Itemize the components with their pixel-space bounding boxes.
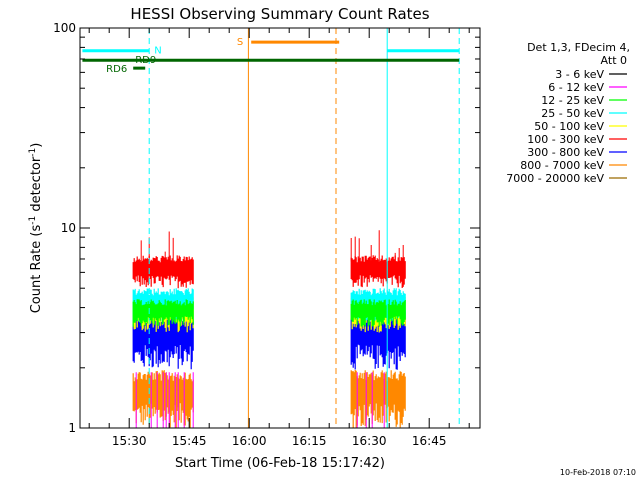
chart-title: HESSI Observing Summary Count Rates <box>130 5 429 23</box>
series-6-12-kev-spikes-0 <box>135 372 194 428</box>
series-100-300-kev-spikes-1 <box>350 230 404 262</box>
series-line <box>132 255 194 289</box>
y-tick-label: 100 <box>53 21 76 35</box>
legend-entry-label: 12 - 25 keV <box>541 94 604 107</box>
legend-entry-label: 800 - 7000 keV <box>520 159 604 172</box>
series-6-12-kev-spikes-1 <box>356 372 385 428</box>
x-tick-label: 15:30 <box>112 434 147 448</box>
flag-label-rd9: RD9 <box>135 55 156 66</box>
series-300-800-kev-interval-0 <box>132 311 194 370</box>
flag-label-rd6: RD6 <box>106 64 127 75</box>
legend-entry-label: 50 - 100 keV <box>534 120 604 133</box>
y-axis-label: Count Rate (s-1 detector-1) <box>28 143 44 314</box>
plot-border <box>79 27 481 429</box>
series-line <box>350 370 406 428</box>
flag-label-s: S <box>237 37 243 48</box>
flag-label-n: N <box>154 46 161 57</box>
series-100-300-kev-interval-0 <box>132 255 194 289</box>
x-tick-label: 15:45 <box>172 434 207 448</box>
legend-entry-label: 300 - 800 keV <box>527 146 604 159</box>
x-tick-label: 16:45 <box>412 434 447 448</box>
legend-entry-label: 25 - 50 keV <box>541 107 604 120</box>
series-line <box>132 299 194 327</box>
x-axis-label: Start Time (06-Feb-18 15:17:42) <box>175 456 385 471</box>
y-tick-label: 10 <box>61 221 76 235</box>
x-tick-label: 16:30 <box>352 434 387 448</box>
series-line <box>132 311 194 370</box>
legend-header-line1: Det 1,3, FDecim 4, <box>527 41 630 54</box>
plot-frame <box>79 27 481 429</box>
legend-entry-label: 7000 - 20000 keV <box>506 172 604 185</box>
series-800-7000-kev-interval-1 <box>350 370 406 428</box>
legend-entry-label: 6 - 12 keV <box>548 81 604 94</box>
legend-entry-label: 100 - 300 keV <box>527 133 604 146</box>
legend-entry-label: 3 - 6 keV <box>555 68 604 81</box>
y-tick-label: 1 <box>68 421 76 435</box>
x-tick-label: 16:00 <box>232 434 267 448</box>
x-tick-label: 16:15 <box>292 434 327 448</box>
axes: 1 10 100 15:30 15:45 16:00 16:15 16:30 16:45 <box>53 21 480 448</box>
legend-header-line2: Att 0 <box>601 54 627 67</box>
generation-timestamp: 10-Feb-2018 07:10 <box>560 468 636 477</box>
series-12-25-kev-interval-0 <box>132 299 194 327</box>
